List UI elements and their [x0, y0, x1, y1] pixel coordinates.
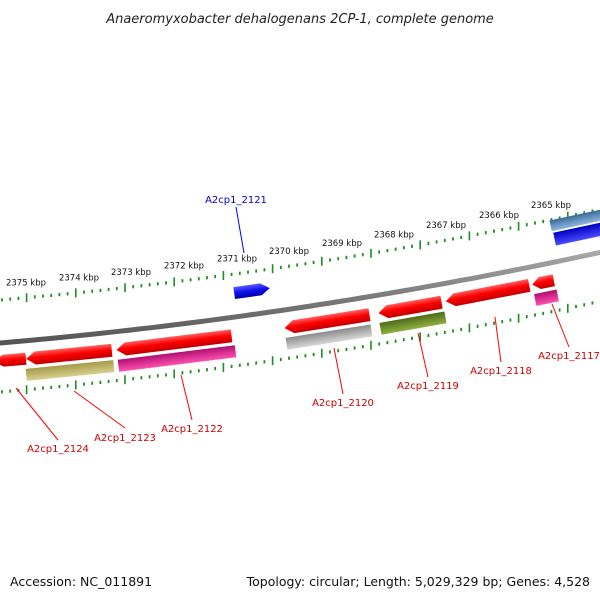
accession-text: Accession: NC_011891	[10, 574, 152, 589]
gene-label-leader	[333, 347, 344, 395]
cog-feature-pink	[534, 289, 559, 306]
cog-feature-blue	[553, 221, 600, 246]
ruler-tick-label: 2374 kbp	[59, 274, 99, 284]
ruler-tick-label: 2368 kbp	[374, 230, 414, 240]
gene-a2cp1-2118	[445, 278, 531, 307]
gene-label: A2cp1_2117	[538, 351, 600, 362]
cog-feature-magenta	[117, 345, 237, 372]
gene-label: A2cp1_2120	[312, 398, 374, 409]
gene-a2cp1-2124-left	[0, 352, 27, 367]
gene-label: A2cp1_2122	[161, 424, 223, 435]
ruler-tick-label: 2369 kbp	[322, 239, 362, 249]
gene-label: A2cp1_2119	[397, 381, 459, 392]
ruler-tick-label: 2371 kbp	[217, 255, 257, 265]
gene-features	[0, 274, 555, 367]
gene-a2cp1-2120	[284, 308, 371, 334]
ruler-outer	[1, 209, 594, 303]
ruler-tick-label: 2367 kbp	[426, 221, 466, 231]
cog-feature-green	[379, 311, 447, 335]
genome-backbone	[0, 249, 600, 346]
ruler-tick-labels: 2375 kbp 2374 kbp 2373 kbp 2372 kbp 2371 kbp…	[6, 201, 571, 289]
gene-label-leader	[417, 332, 429, 378]
ruler-tick-label: 2365 kbp	[531, 201, 571, 211]
ruler-tick-label: 2373 kbp	[111, 268, 151, 278]
gene-a2cp1-2122	[116, 329, 233, 356]
ruler-tick-label: 2372 kbp	[164, 262, 204, 272]
cog-feature-gray	[285, 324, 373, 350]
gene-a2cp1-2119	[378, 295, 443, 319]
genome-summary-text: Topology: circular; Length: 5,029,329 bp…	[246, 574, 590, 589]
gene-label-leader	[15, 387, 59, 441]
gene-label: A2cp1_2121	[205, 195, 267, 206]
gene-label: A2cp1_2118	[470, 366, 532, 377]
gene-label-leader	[235, 206, 245, 254]
ruler-inner	[1, 301, 594, 395]
gene-label: A2cp1_2124	[27, 444, 89, 455]
gene-label-leader	[73, 390, 126, 429]
gene-a2cp1-2117	[532, 274, 555, 289]
ruler-tick-label: 2366 kbp	[479, 211, 519, 221]
gene-label: A2cp1_2123	[94, 433, 156, 444]
ruler-tick-label: 2370 kbp	[269, 247, 309, 257]
cog-features	[25, 208, 600, 381]
cog-feature-olive	[25, 360, 115, 381]
gene-a2cp1-2121	[233, 283, 270, 300]
gene-a2cp1-2123	[26, 343, 113, 365]
map-title: Anaeromyxobacter dehalogenans 2CP-1, com…	[105, 12, 494, 27]
ruler-tick-label: 2375 kbp	[6, 279, 46, 289]
gene-label-leader	[551, 303, 570, 348]
gene-labels: A2cp1_2121 A2cp1_2124 A2cp1_2123 A2cp1_2122…	[15, 195, 600, 455]
gene-label-leader	[494, 316, 502, 363]
cog-feature-steel	[549, 208, 600, 232]
gene-label-leader	[180, 374, 193, 421]
